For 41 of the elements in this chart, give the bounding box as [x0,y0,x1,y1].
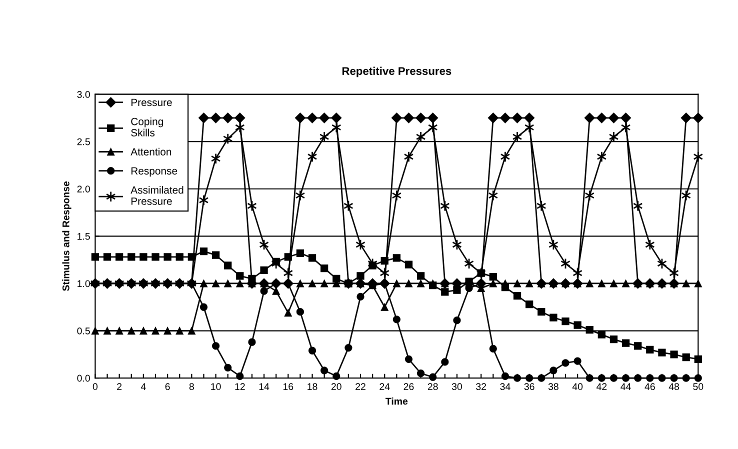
legend-label: Coping Skills [131,118,163,136]
y-axis-title: Stimulus and Response [62,181,72,291]
x-tick-label: 12 [235,383,245,390]
x-tick-label: 40 [572,383,583,390]
legend-label: Pressure [131,98,172,106]
x-tick-label: 50 [693,383,704,390]
x-tick-label: 18 [308,383,318,390]
y-tick-label: 3.0 [77,91,90,98]
x-tick-label: 14 [259,383,270,390]
x-tick-label: 8 [189,383,194,390]
x-tick-label: 2 [117,383,122,390]
x-tick-label: 30 [452,383,462,390]
x-tick-label: 16 [283,383,294,390]
chart-title: Repetitive Pressures [342,66,452,78]
y-tick-label: 0.5 [77,327,90,334]
y-tick-label: 1.5 [78,233,90,240]
x-tick-label: 32 [476,383,486,390]
x-tick-label: 24 [380,383,390,390]
x-tick-label: 10 [211,383,221,390]
x-tick-label: 26 [404,383,414,390]
y-tick-label: 1.0 [78,280,90,288]
legend-label: Attention [130,148,172,156]
x-axis-title: Time [386,398,408,405]
x-tick-label: 42 [596,383,607,390]
x-tick-label: 6 [165,383,170,390]
legend-label: Assimilated Pressure [130,186,184,205]
x-tick-label: 38 [548,383,558,390]
y-tick-label: 2.5 [77,138,90,146]
x-tick-label: 22 [356,383,366,390]
x-tick-label: 4 [140,383,146,390]
x-tick-label: 44 [620,383,631,390]
x-tick-label: 34 [500,383,510,390]
x-tick-label: 20 [331,383,342,390]
x-tick-label: 0 [92,383,98,390]
x-tick-label: 28 [428,383,438,390]
legend-label: Response [131,167,178,177]
x-tick-label: 36 [524,383,534,390]
x-tick-label: 48 [668,383,680,390]
x-tick-label: 46 [644,383,655,390]
y-tick-label: 0.0 [77,374,90,382]
y-tick-label: 2.0 [77,186,90,192]
